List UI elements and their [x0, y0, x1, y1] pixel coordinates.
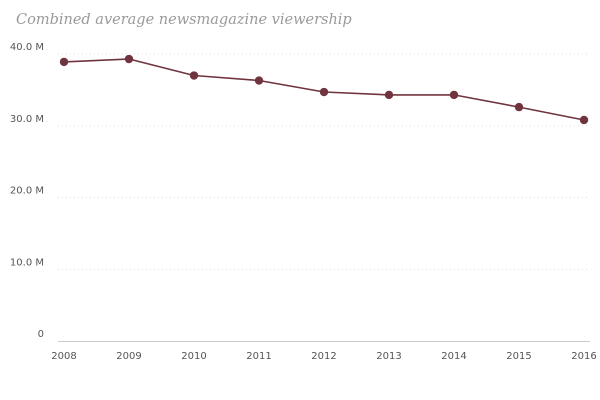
gridlines: [58, 53, 590, 270]
chart-title: Combined average newsmagazine viewership: [16, 12, 352, 28]
y-tick-label: 10.0 M: [10, 257, 44, 268]
data-point: [579, 115, 589, 125]
y-axis-tick-labels: 0 10.0 M 20.0 M 30.0 M 40.0 M: [10, 42, 44, 340]
data-point: [59, 57, 69, 67]
x-tick-label: 2008: [51, 351, 76, 362]
x-tick-label: 2009: [116, 351, 141, 362]
data-point: [124, 54, 134, 64]
data-point: [189, 71, 199, 80]
data-point: [514, 102, 524, 112]
x-tick-label: 2015: [506, 351, 531, 362]
data-point: [319, 87, 329, 97]
x-tick-label: 2013: [376, 351, 401, 362]
x-axis-tick-labels: 2008 2009 2010 2011 2012 2013 2014 2015 2016: [51, 351, 596, 362]
data-point: [384, 90, 394, 100]
series-layer: [59, 54, 589, 125]
x-tick-label: 2014: [441, 351, 466, 362]
y-tick-label: 30.0 M: [10, 114, 44, 125]
y-tick-label: 0: [38, 329, 44, 340]
y-tick-label: 40.0 M: [10, 42, 44, 53]
x-tick-label: 2011: [246, 351, 271, 362]
x-tick-label: 2012: [311, 351, 336, 362]
y-tick-label: 20.0 M: [10, 186, 44, 197]
x-tick-label: 2016: [571, 351, 596, 362]
data-point: [449, 90, 459, 100]
x-tick-label: 2010: [181, 351, 206, 362]
data-point: [254, 76, 264, 85]
